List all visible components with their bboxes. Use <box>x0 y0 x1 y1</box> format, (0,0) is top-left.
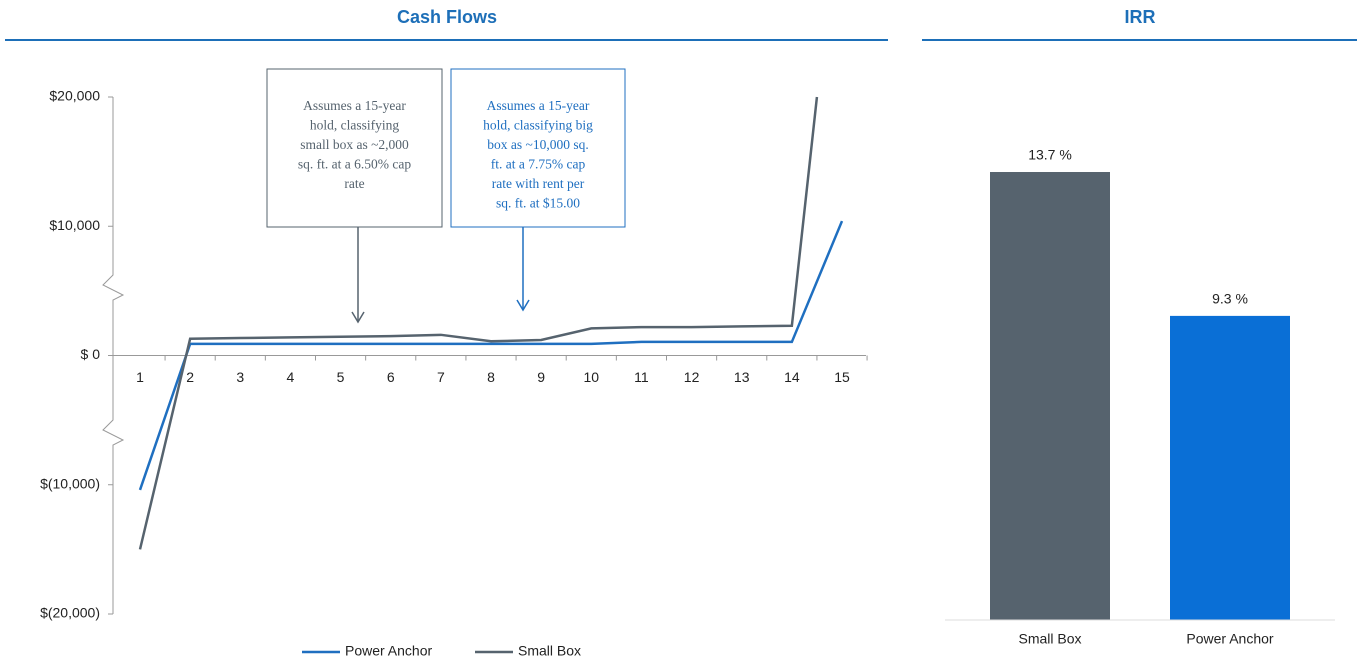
series-line <box>138 96 819 550</box>
x-tick-label: 10 <box>583 369 599 385</box>
x-tick-label: 13 <box>734 369 750 385</box>
value-label: 13.7 % <box>1028 147 1072 163</box>
legend-label: Small Box <box>518 643 581 659</box>
y-tick-label: $ 0 <box>81 346 101 362</box>
x-tick-label: 12 <box>684 369 700 385</box>
x-tick-label: 5 <box>337 369 345 385</box>
annotation-text: rate <box>344 176 364 191</box>
annotation-text: small box as ~2,000 <box>300 137 409 152</box>
x-tick-label: 15 <box>834 369 850 385</box>
x-tick-label: 11 <box>634 369 649 385</box>
annotation-text: hold, classifying <box>310 118 399 133</box>
annotation-text: sq. ft. at $15.00 <box>496 196 580 211</box>
annotation-text: hold, classifying big <box>483 118 593 133</box>
legend-label: Power Anchor <box>345 643 432 659</box>
x-tick-label: 4 <box>287 369 295 385</box>
annotation-arrowhead <box>516 299 530 312</box>
annotation-text: Assumes a 15-year <box>303 98 406 113</box>
x-tick-label: 9 <box>537 369 545 385</box>
y-tick-label: $20,000 <box>49 88 100 104</box>
x-tick-label: 1 <box>136 369 144 385</box>
annotation-text: box as ~10,000 sq. <box>487 137 588 152</box>
x-tick-label: 7 <box>437 369 445 385</box>
series-line <box>138 220 844 491</box>
bar <box>1170 315 1290 620</box>
y-tick-label: $(20,000) <box>40 605 100 621</box>
x-tick-label: 3 <box>236 369 244 385</box>
x-tick-label: 6 <box>387 369 395 385</box>
annotation-text: ft. at a 7.75% cap <box>491 157 586 172</box>
bar <box>990 172 1110 620</box>
x-tick-label: 2 <box>186 369 194 385</box>
chart-title: Cash Flows <box>397 7 497 27</box>
annotation-text: rate with rent per <box>492 176 585 191</box>
annotation-box <box>450 68 626 228</box>
x-tick-label: Small Box <box>1018 631 1081 647</box>
annotation-text: sq. ft. at a 6.50% cap <box>298 157 411 172</box>
x-tick-label: 14 <box>784 369 800 385</box>
y-axis <box>102 97 125 614</box>
annotation-text: Assumes a 15-year <box>487 98 590 113</box>
chart-title: IRR <box>1125 7 1156 27</box>
x-tick-label: Power Anchor <box>1186 631 1273 647</box>
annotation-arrowhead <box>351 311 365 324</box>
x-tick-label: 8 <box>487 369 495 385</box>
y-tick-label: $10,000 <box>49 217 100 233</box>
y-tick-label: $(10,000) <box>40 475 100 491</box>
annotation-box <box>266 68 443 228</box>
value-label: 9.3 % <box>1212 291 1248 307</box>
